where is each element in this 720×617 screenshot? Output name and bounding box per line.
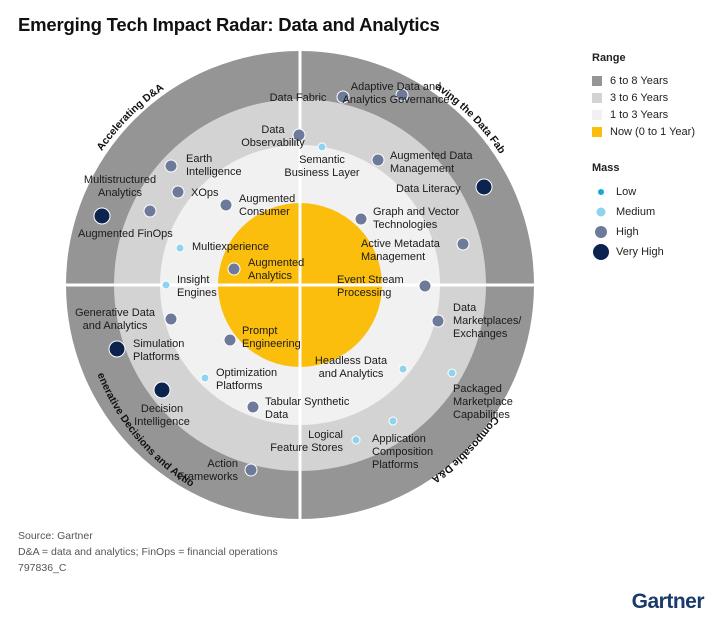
tech-dot — [418, 279, 432, 293]
tech-dot — [317, 142, 327, 152]
tech-label: Generative Data and Analytics — [75, 307, 156, 332]
range-swatch — [592, 92, 602, 103]
tech-dot — [447, 368, 457, 378]
tech-label: Decision Intelligence — [134, 403, 190, 428]
tech-dot — [292, 128, 306, 142]
legend-mass-item: Low — [592, 182, 695, 202]
legend-range-label: Now (0 to 1 Year) — [610, 125, 695, 138]
legend-range-title: Range — [592, 52, 626, 64]
legend-mass-label: Very High — [616, 246, 664, 258]
tech-label: Action Frameworks — [177, 458, 238, 483]
tech-label: Earth Intelligence — [186, 153, 242, 178]
tech-dot — [456, 237, 470, 251]
tech-label: Data Observability — [241, 124, 305, 149]
tech-dot — [227, 262, 241, 276]
tech-dot — [354, 212, 368, 226]
legend-mass-item: Very High — [592, 242, 695, 262]
tech-dot — [398, 364, 408, 374]
tech-label: Simulation Platforms — [133, 338, 184, 363]
tech-label: Data Literacy — [396, 183, 461, 195]
mass-low-dot — [598, 189, 604, 195]
tech-label: Optimization Platforms — [216, 367, 277, 392]
tech-label: Logical Feature Stores — [270, 429, 343, 454]
legend-mass-item: Medium — [592, 202, 695, 222]
tech-label: Augmented Data Management — [390, 150, 473, 175]
mass-medium-dot — [596, 207, 606, 217]
tech-dot — [223, 333, 237, 347]
tech-label: Augmented FinOps — [78, 228, 173, 240]
tech-dot — [351, 435, 361, 445]
tech-label: Prompt Engineering — [242, 325, 301, 350]
tech-dot — [336, 90, 350, 104]
tech-dot — [143, 204, 157, 218]
tech-label: Active Metadata Management — [361, 238, 441, 263]
legend-range-label: 6 to 8 Years — [610, 74, 669, 87]
tech-label: Insight Engines — [177, 274, 217, 299]
tech-dot — [244, 463, 258, 477]
tech-label: Headless Data and Analytics — [315, 355, 388, 380]
tech-dot — [371, 153, 385, 167]
legend-range-item: Now (0 to 1 Year) — [592, 123, 695, 140]
tech-label: Graph and Vector Technologies — [373, 206, 460, 231]
tech-dot — [200, 373, 210, 383]
tech-dot — [219, 198, 233, 212]
range-swatch — [592, 75, 602, 86]
tech-dot — [175, 243, 185, 253]
legend-mass-label: High — [616, 226, 639, 238]
tech-dot — [171, 185, 185, 199]
page-title: Emerging Tech Impact Radar: Data and Ana… — [18, 14, 440, 35]
footer-note: D&A = data and analytics; FinOps = finan… — [18, 546, 278, 558]
tech-label: Augmented Consumer — [239, 193, 295, 218]
tech-label: XOps — [191, 187, 219, 199]
footer-id: 797836_C — [18, 562, 67, 574]
mass-high-dot — [595, 226, 607, 238]
tech-label: Data Marketplaces/Exchanges — [453, 302, 522, 340]
tech-label: Packaged Marketplace Capabilities — [453, 383, 513, 421]
tech-label: Multiexperience — [192, 241, 269, 253]
footer-source: Source: Gartner — [18, 530, 93, 542]
legend-mass-item: High — [592, 222, 695, 242]
range-swatch — [592, 109, 602, 120]
tech-dot — [161, 280, 171, 290]
mass-very-high-dot — [593, 244, 609, 260]
legend-range-label: 3 to 6 Years — [610, 91, 669, 104]
tech-label: Augmented Analytics — [248, 257, 304, 282]
legend-range-item: 6 to 8 Years — [592, 72, 695, 89]
legend-range-item: 1 to 3 Years — [592, 106, 695, 123]
tech-label: Semantic Business Layer — [284, 154, 360, 179]
tech-label: Event Stream Processing — [337, 274, 404, 299]
tech-dot — [475, 178, 493, 196]
tech-dot — [164, 312, 178, 326]
legend-range-label: 1 to 3 Years — [610, 108, 669, 121]
tech-dot — [153, 381, 171, 399]
tech-label: Data Fabric — [270, 92, 327, 104]
tech-label: Application Composition Platforms — [372, 433, 433, 471]
legend-range-item: 3 to 6 Years — [592, 89, 695, 106]
tech-dot — [388, 416, 398, 426]
range-swatch — [592, 126, 602, 137]
tech-dot — [431, 314, 445, 328]
legend-mass-label: Medium — [616, 206, 656, 218]
tech-dot — [164, 159, 178, 173]
legend-mass-label: Low — [616, 186, 637, 198]
legend: Range 6 to 8 Years 3 to 6 Years 1 to 3 Y… — [592, 52, 695, 262]
tech-label: Tabular Synthetic Data — [265, 396, 350, 421]
tech-dot — [93, 207, 111, 225]
gartner-logo: Gartner — [631, 590, 705, 613]
tech-dot — [395, 88, 409, 102]
tech-dot — [246, 400, 260, 414]
tech-label: Adaptive Data and Analytics Governance — [343, 81, 450, 106]
tech-dot — [108, 340, 126, 358]
technology-layer: Data Fabric Adaptive Data and Analytics Go… — [75, 81, 522, 483]
legend-mass-title: Mass — [592, 162, 620, 174]
tech-label: Multistructured Analytics — [84, 174, 156, 199]
